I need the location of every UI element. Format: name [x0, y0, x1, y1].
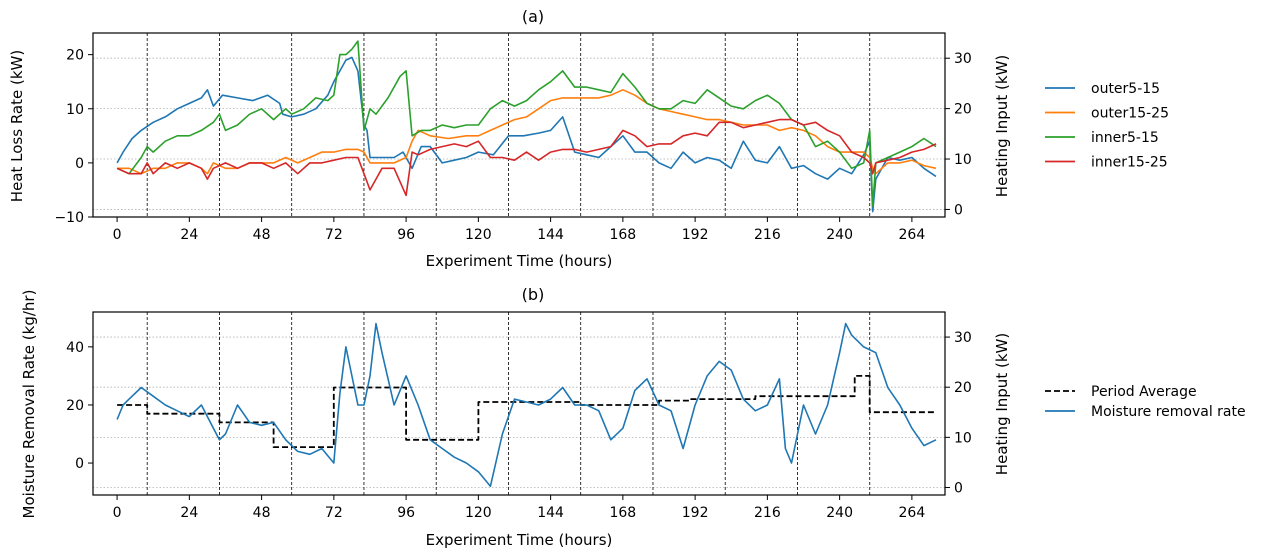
legend-label-1: Moisture removal rate	[1091, 404, 1246, 420]
x-tick-label-6: 144	[537, 505, 564, 521]
panel-a-y2-ticks: 0 10 20 30	[945, 51, 972, 218]
y2-tick-label-2: 20	[954, 380, 972, 396]
x-tick-label-1: 24	[180, 505, 198, 521]
panel-b-frame	[92, 311, 946, 496]
y2-tick-label-2: 20	[954, 102, 972, 118]
panel-b-title: (b)	[522, 285, 545, 304]
x-tick-label-9: 216	[754, 505, 781, 521]
legend-label-3: inner15-25	[1091, 155, 1168, 171]
y-tick-label-2: 10	[66, 102, 84, 118]
x-tick-label-11: 264	[899, 227, 926, 243]
legend-label-0: Period Average	[1091, 384, 1197, 400]
x-tick-label-3: 72	[325, 227, 343, 243]
x-tick-label-5: 120	[465, 505, 492, 521]
y-tick-label-0: 0	[75, 456, 84, 472]
y2-tick-label-3: 30	[954, 51, 972, 67]
series-line-period-average	[117, 374, 936, 449]
y-tick-label-1: 0	[75, 156, 84, 172]
x-tick-label-0: 0	[113, 505, 122, 521]
legend-label-0: outer5-15	[1091, 81, 1160, 97]
x-tick-label-0: 0	[113, 227, 122, 243]
panel-a-y-ticks: −10 0 10 20	[54, 48, 93, 226]
x-tick-label-4: 96	[397, 505, 415, 521]
x-tick-label-2: 48	[253, 227, 271, 243]
y2-tick-label-0: 0	[954, 202, 963, 218]
panel-b-x-ticks: 0 24 48 72 96 120 144 168 192 216 240 264	[113, 495, 926, 521]
x-tick-label-10: 240	[826, 227, 853, 243]
y-tick-label-3: 20	[66, 48, 84, 64]
y-tick-label-1: 20	[66, 398, 84, 414]
x-tick-label-11: 264	[899, 505, 926, 521]
panel-b-y2-ticks: 0 10 20 30	[945, 330, 972, 496]
x-tick-label-8: 192	[682, 505, 709, 521]
panel-a-y2-label: Heating Input (kW)	[993, 55, 1011, 197]
x-tick-label-5: 120	[465, 227, 492, 243]
y2-tick-label-0: 0	[954, 480, 963, 496]
legend-a: outer5-15 outer15-25 inner5-15 inner15-25	[1045, 81, 1169, 171]
series-line-inner5-15	[116, 40, 937, 207]
legend-label-2: inner5-15	[1091, 130, 1159, 146]
series-line-moisture-removal-rate	[116, 322, 937, 488]
y-tick-label-2: 40	[66, 340, 84, 356]
x-tick-label-8: 192	[682, 227, 709, 243]
panel-b-y-label: Moisture Removal Rate (kg/hr)	[20, 290, 38, 519]
panel-a-title: (a)	[522, 7, 544, 26]
x-tick-label-10: 240	[826, 505, 853, 521]
series-line-inner15-25	[116, 118, 937, 197]
panel-a: (a) 0 24 48 72 96 120 144 168 192 216 240 264 −10 0 1…	[8, 7, 1169, 270]
panel-b: (b) 0 24 48 72 96 120 144 168 192 216 240 264 0 20 40…	[20, 285, 1246, 549]
panel-b-x-label: Experiment Time (hours)	[426, 531, 613, 549]
y2-tick-label-1: 10	[954, 152, 972, 168]
x-tick-label-6: 144	[537, 227, 564, 243]
series-line-outer15-25	[117, 89, 937, 175]
legend-label-1: outer15-25	[1091, 106, 1169, 122]
x-tick-label-7: 168	[609, 505, 636, 521]
x-tick-label-1: 24	[180, 227, 198, 243]
x-tick-label-2: 48	[253, 505, 271, 521]
x-tick-label-7: 168	[609, 227, 636, 243]
panel-a-frame	[92, 32, 946, 218]
panel-b-y-ticks: 0 20 40	[66, 340, 93, 472]
panel-b-gridlines	[93, 336, 945, 488]
x-tick-label-9: 216	[754, 227, 781, 243]
panel-a-y-label: Heat Loss Rate (kW)	[8, 50, 26, 202]
x-tick-label-3: 72	[325, 505, 343, 521]
y2-tick-label-3: 30	[954, 330, 972, 346]
panel-b-series	[116, 322, 937, 488]
panel-b-y2-label: Heating Input (kW)	[993, 333, 1011, 475]
panel-a-x-ticks: 0 24 48 72 96 120 144 168 192 216 240 264	[113, 217, 926, 243]
legend-b: Period Average Moisture removal rate	[1045, 384, 1246, 420]
panel-a-series	[116, 40, 937, 213]
y2-tick-label-1: 10	[954, 430, 972, 446]
y-tick-label-0: −10	[54, 210, 84, 226]
panel-b-period-lines	[146, 312, 871, 495]
series-line-outer5-15	[116, 56, 937, 213]
panel-a-x-label: Experiment Time (hours)	[426, 252, 613, 270]
x-tick-label-4: 96	[397, 227, 415, 243]
panel-a-gridlines	[93, 57, 945, 210]
